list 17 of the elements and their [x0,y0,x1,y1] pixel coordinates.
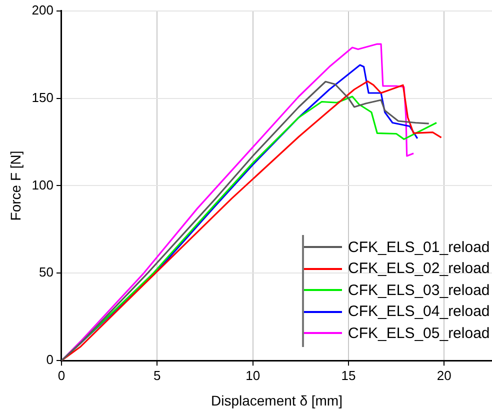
y-axis-title: Force F [N] [7,150,24,221]
x-tick-label: 10 [246,368,260,383]
legend-label: CFK_ELS_02_reload [348,259,490,280]
y-tick-label: 50 [39,264,54,280]
legend-label: CFK_ELS_04_reload [348,302,490,322]
x-tick-label: 15 [341,368,356,383]
y-tick-label: 200 [32,2,54,18]
y-tick-label: 150 [32,90,54,105]
x-tick-label: 20 [436,368,452,383]
legend-label: CFK_ELS_05_reload [348,324,490,344]
x-tick-label: 0 [58,368,66,383]
legend-label: CFK_ELS_01_reload [348,238,490,258]
legend-label: CFK_ELS_03_reload [348,280,490,301]
y-tick-label: 100 [32,177,54,192]
x-tick-label: 5 [154,368,161,383]
x-axis-title: Displacement δ [mm] [210,392,342,408]
y-tick-label: 0 [46,352,54,368]
